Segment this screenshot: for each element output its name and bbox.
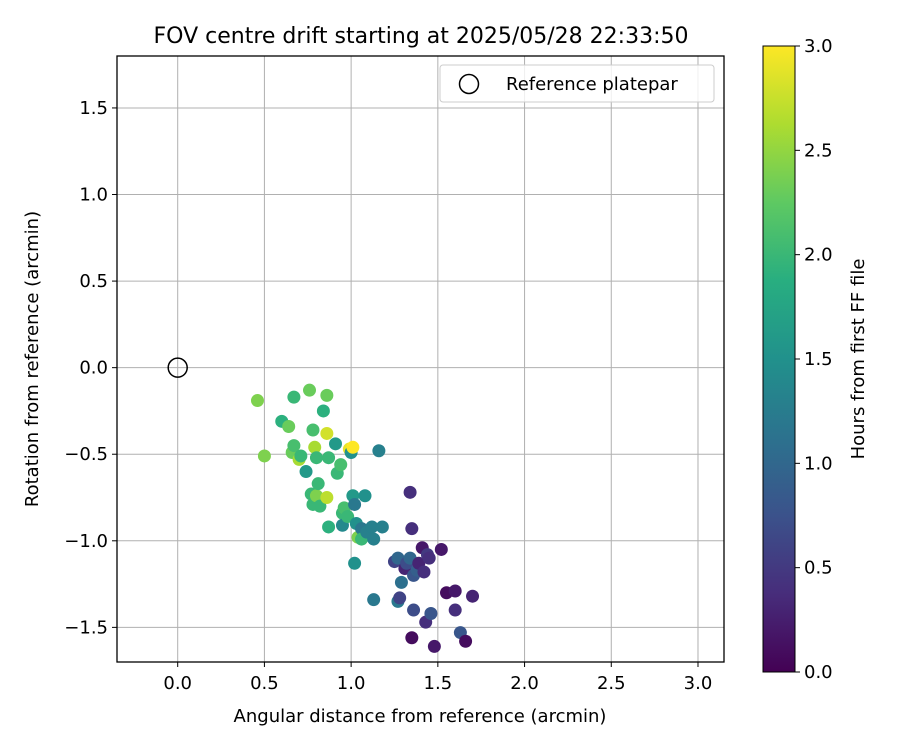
x-axis-ticks: 0.0 0.5 1.0 1.5 2.0 2.5 3.0 — [163, 662, 712, 694]
scatter-point — [375, 520, 389, 534]
chart-title: FOV centre drift starting at 2025/05/28 … — [154, 24, 689, 49]
scatter-point — [358, 489, 372, 503]
y-tick-label: −0.5 — [64, 444, 108, 465]
scatter-point — [448, 603, 462, 617]
scatter-point — [346, 440, 360, 454]
scatter-point — [405, 631, 419, 645]
scatter-point — [348, 497, 362, 511]
scatter-point — [306, 423, 320, 437]
scatter-point — [367, 593, 381, 607]
y-tick-label: 0.0 — [79, 358, 108, 379]
scatter-point — [250, 394, 264, 408]
x-tick-label: 0.5 — [250, 673, 279, 694]
plot-frame — [116, 55, 725, 663]
scatter-point — [313, 499, 327, 513]
colorbar-tick-label: 3.0 — [804, 36, 833, 57]
colorbar-gradient — [762, 45, 796, 673]
colorbar-tick-label: 0.0 — [804, 662, 833, 683]
scatter-point — [427, 639, 441, 653]
colorbar-tick-label: 1.5 — [804, 349, 833, 370]
scatter-point — [287, 390, 301, 404]
grid-lines — [117, 56, 724, 662]
x-tick-label: 1.5 — [424, 673, 453, 694]
scatter-point — [405, 522, 419, 536]
scatter-point — [309, 489, 323, 503]
legend-label: Reference platepar — [506, 74, 678, 95]
y-tick-label: 1.0 — [79, 185, 108, 206]
colorbar-tick-label: 2.5 — [804, 140, 833, 161]
y-tick-label: −1.5 — [64, 617, 108, 638]
scatter-point — [294, 449, 308, 463]
y-tick-label: −1.0 — [64, 531, 108, 552]
x-tick-label: 2.5 — [597, 673, 626, 694]
scatter-point — [434, 542, 448, 556]
scatter-point — [348, 556, 362, 570]
x-tick-label: 1.0 — [337, 673, 366, 694]
scatter-point — [365, 520, 379, 534]
x-axis-label: Angular distance from reference (arcmin) — [234, 706, 607, 727]
scatter-point — [407, 603, 421, 617]
scatter-point — [303, 383, 317, 397]
x-tick-label: 0.0 — [163, 673, 192, 694]
x-tick-label: 3.0 — [684, 673, 713, 694]
scatter-points — [250, 383, 480, 653]
scatter-point — [311, 477, 325, 491]
scatter-point — [320, 491, 334, 505]
scatter-point — [308, 440, 322, 454]
y-axis-ticks: −1.5 −1.0 −0.5 0.0 0.5 1.0 1.5 — [64, 98, 117, 638]
scatter-point — [417, 565, 431, 579]
scatter-point — [459, 634, 473, 648]
scatter-point — [309, 451, 323, 465]
legend-marker-icon — [458, 73, 480, 95]
scatter-point — [322, 451, 336, 465]
scatter-point — [329, 437, 343, 451]
scatter-point — [334, 458, 348, 472]
legend-box — [439, 64, 715, 103]
colorbar-tick-label: 0.5 — [804, 558, 833, 579]
scatter-point — [394, 575, 408, 589]
scatter-point — [403, 485, 417, 499]
y-tick-label: 1.5 — [79, 98, 108, 119]
scatter-point — [393, 591, 407, 605]
scatter-point — [257, 449, 271, 463]
colorbar-tick-label: 2.0 — [804, 245, 833, 266]
scatter-point — [448, 584, 462, 598]
colorbar-label: Hours from first FF file — [848, 259, 869, 460]
y-tick-label: 0.5 — [79, 271, 108, 292]
scatter-point — [466, 589, 480, 603]
scatter-point — [287, 439, 301, 453]
scatter-point — [282, 420, 296, 434]
scatter-point — [422, 551, 436, 565]
colorbar-tick-label: 1.0 — [804, 453, 833, 474]
reference-platepar-marker — [167, 357, 188, 378]
legend: Reference platepar — [439, 64, 715, 103]
scatter-point — [322, 520, 336, 534]
colorbar: 0.0 0.5 1.0 1.5 2.0 2.5 3.0 Hours from first F… — [762, 36, 869, 683]
scatter-point — [341, 510, 355, 524]
y-axis-label: Rotation from reference (arcmin) — [22, 211, 43, 507]
scatter-point — [424, 607, 438, 621]
scatter-point — [372, 444, 386, 458]
scatter-point — [367, 532, 381, 546]
colorbar-ticks: 0.0 0.5 1.0 1.5 2.0 2.5 3.0 — [795, 36, 833, 683]
scatter-point — [320, 388, 334, 402]
scatter-point — [320, 426, 334, 440]
scatter-point — [299, 465, 313, 479]
scatter-point — [316, 404, 330, 418]
x-tick-label: 2.0 — [510, 673, 539, 694]
